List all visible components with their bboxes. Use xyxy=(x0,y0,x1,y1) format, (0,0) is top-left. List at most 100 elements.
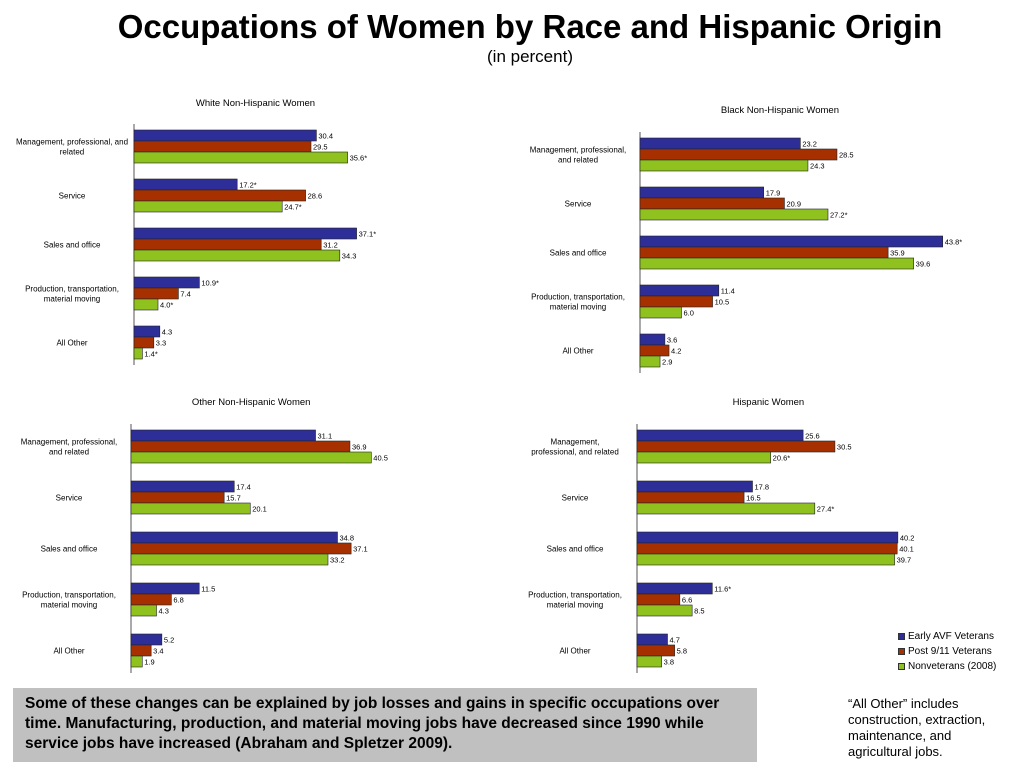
chart-white-non-hispanic: White Non-Hispanic Women Management, prof… xyxy=(16,98,377,365)
data-label: 4.3 xyxy=(162,327,172,336)
bar-early xyxy=(639,235,944,248)
data-label: 11.4 xyxy=(721,286,735,295)
category-label: Sales and office xyxy=(44,241,101,250)
chart-title: Other Non-Hispanic Women xyxy=(192,397,311,408)
bar-early xyxy=(639,333,666,346)
category-label: material moving xyxy=(550,303,606,312)
data-label: 17.4 xyxy=(236,482,251,491)
bar-non xyxy=(639,355,661,368)
bar-post xyxy=(639,148,838,161)
chart-title: Black Non-Hispanic Women xyxy=(721,105,839,116)
category-label: Sales and office xyxy=(41,545,98,554)
bar-non xyxy=(639,208,829,221)
bar-post xyxy=(639,344,670,357)
data-label: 20.6* xyxy=(773,453,791,462)
category-label: material moving xyxy=(44,295,100,304)
bar-post xyxy=(130,644,152,657)
data-label: 27.2* xyxy=(830,210,848,219)
bar-non xyxy=(133,298,159,311)
bar-early xyxy=(639,284,720,297)
data-label: 31.2 xyxy=(323,240,338,249)
category-label: material moving xyxy=(41,601,97,610)
data-label: 4.2 xyxy=(671,346,681,355)
category-label: Production, transportation, xyxy=(531,293,625,302)
bar-early xyxy=(636,582,713,595)
category-label: Service xyxy=(565,200,592,209)
bar-early xyxy=(133,325,161,338)
data-label: 4.3 xyxy=(159,606,169,615)
data-label: 3.4 xyxy=(153,646,163,655)
data-label: 40.2 xyxy=(900,533,915,542)
data-label: 37.1* xyxy=(359,229,377,238)
data-label: 3.6 xyxy=(667,335,677,344)
data-label: 1.4* xyxy=(144,349,157,358)
chart-black-non-hispanic: Black Non-Hispanic Women Management, prof… xyxy=(530,105,962,373)
bar-early xyxy=(130,582,200,595)
bar-early xyxy=(639,137,801,150)
bar-non xyxy=(130,604,157,617)
data-label: 29.5 xyxy=(313,142,328,151)
chart-hispanic: Hispanic Women Management,professional, a… xyxy=(528,397,915,673)
bar-non xyxy=(130,502,251,515)
bar-post xyxy=(636,593,681,606)
bar-post xyxy=(636,440,836,453)
data-label: 24.3 xyxy=(810,161,825,170)
bar-early xyxy=(636,633,668,646)
category-label: related xyxy=(60,148,84,157)
data-label: 5.2 xyxy=(164,635,174,644)
data-label: 16.5 xyxy=(746,493,761,502)
legend: Early AVF Veterans Post 9/11 Veterans No… xyxy=(898,629,996,674)
bar-non xyxy=(636,502,816,515)
data-label: 35.9 xyxy=(890,248,905,257)
bar-early xyxy=(130,480,235,493)
bar-non xyxy=(636,604,693,617)
legend-item-early: Early AVF Veterans xyxy=(898,629,996,644)
category-label: Production, transportation, xyxy=(25,285,119,294)
legend-label-early: Early AVF Veterans xyxy=(908,631,994,642)
category-label: Management, xyxy=(551,438,600,447)
explanation-note: Some of these changes can be explained b… xyxy=(13,688,757,762)
data-label: 10.9* xyxy=(201,278,219,287)
data-label: 39.6 xyxy=(916,259,931,268)
data-label: 4.0* xyxy=(160,300,173,309)
data-label: 10.5 xyxy=(715,297,730,306)
legend-label-post: Post 9/11 Veterans xyxy=(908,646,992,657)
data-label: 39.7 xyxy=(897,555,912,564)
category-label: Management, professional, xyxy=(21,438,118,447)
data-label: 17.2* xyxy=(239,180,257,189)
bar-early xyxy=(133,129,317,142)
data-label: 30.4 xyxy=(318,131,333,140)
category-label: Sales and office xyxy=(547,545,604,554)
bar-non xyxy=(130,451,372,464)
data-label: 31.1 xyxy=(318,431,333,440)
data-label: 20.1 xyxy=(252,504,267,513)
data-label: 4.7 xyxy=(669,635,679,644)
data-label: 24.7* xyxy=(284,202,302,211)
bar-early xyxy=(133,227,357,240)
data-label: 35.6* xyxy=(350,153,368,162)
category-label: Service xyxy=(59,192,86,201)
data-label: 17.8 xyxy=(755,482,770,491)
legend-item-non: Nonveterans (2008) xyxy=(898,659,996,674)
bar-post xyxy=(639,295,713,308)
data-label: 37.1 xyxy=(353,544,368,553)
data-label: 36.9 xyxy=(352,442,367,451)
bar-non xyxy=(130,553,329,566)
category-label: professional, and related xyxy=(531,448,619,457)
bar-post xyxy=(133,336,155,349)
legend-swatch-non xyxy=(898,663,905,670)
data-label: 6.6 xyxy=(682,595,692,604)
bar-early xyxy=(130,531,338,544)
legend-swatch-post xyxy=(898,648,905,655)
bar-post xyxy=(130,491,225,504)
legend-item-post: Post 9/11 Veterans xyxy=(898,644,996,659)
bar-non xyxy=(130,655,143,668)
category-label: and related xyxy=(558,156,598,165)
legend-swatch-early xyxy=(898,633,905,640)
data-label: 30.5 xyxy=(837,442,852,451)
bar-post xyxy=(130,440,351,453)
page-subtitle: (in percent) xyxy=(487,47,573,66)
bar-post xyxy=(636,644,675,657)
bar-non xyxy=(636,553,895,566)
bar-post xyxy=(133,238,322,251)
